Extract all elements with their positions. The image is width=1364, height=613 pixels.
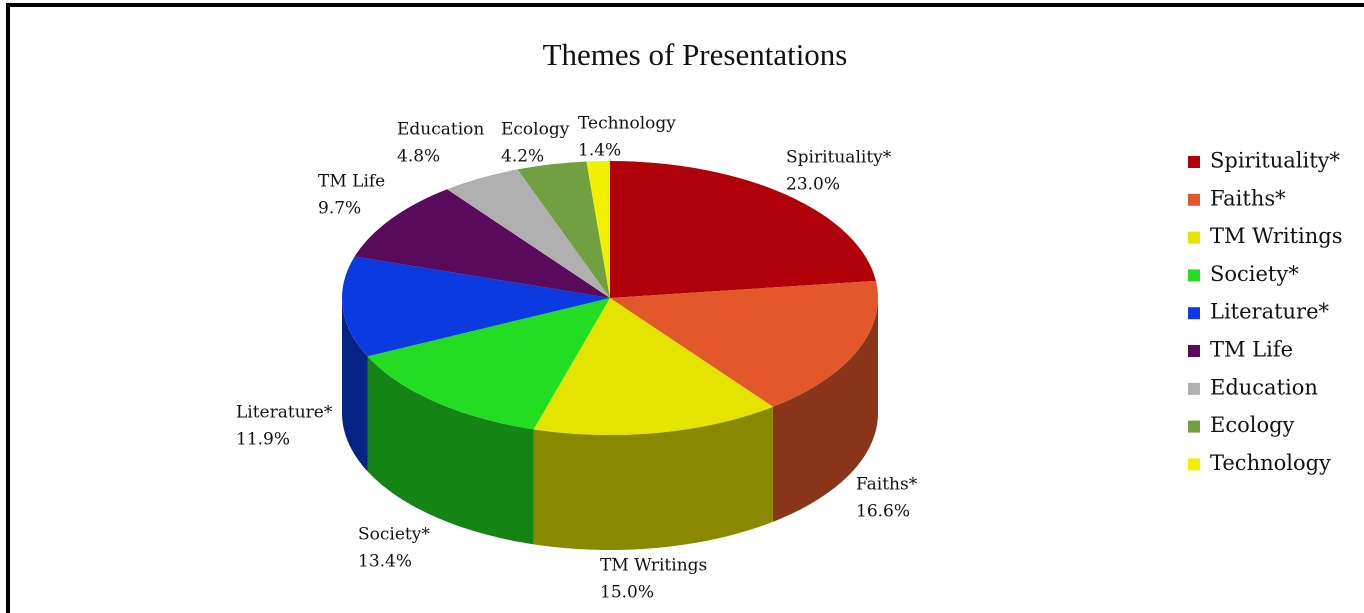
legend-label: Technology — [1210, 451, 1331, 475]
legend-label: Literature* — [1210, 300, 1330, 324]
slice-value-label: 13.4% — [358, 552, 412, 572]
slice-label: Society* — [358, 525, 430, 545]
frame — [6, 3, 1364, 613]
legend-swatch — [1188, 193, 1200, 206]
slice-label: TM Writings — [600, 556, 707, 576]
slice-label: Spirituality* — [786, 148, 892, 168]
slice — [447, 169, 610, 298]
slice-value-label: 1.4% — [578, 141, 621, 161]
slice — [367, 298, 610, 430]
slice — [533, 298, 773, 435]
slice-value-label: 4.2% — [501, 147, 544, 167]
legend-label: Spirituality* — [1210, 149, 1341, 173]
slice-value-label: 16.6% — [856, 502, 910, 522]
slice — [341, 256, 610, 357]
chart-title: Themes of Presentations — [543, 37, 848, 72]
legend-label: Education — [1210, 375, 1318, 399]
legend-label: Faiths* — [1210, 186, 1286, 210]
slice-value-label: 9.7% — [318, 199, 361, 219]
legend-swatch — [1188, 458, 1200, 471]
legend-swatch — [1188, 231, 1200, 244]
slice — [610, 161, 876, 298]
slice-value-label: 11.9% — [236, 430, 290, 450]
legend-label: TM Writings — [1210, 224, 1342, 248]
slice-value-label: 4.8% — [397, 147, 440, 167]
legend-swatch — [1188, 420, 1200, 433]
slice — [354, 189, 610, 298]
slice-side — [367, 356, 534, 545]
legend-label: Ecology — [1210, 413, 1295, 437]
legend-swatch — [1188, 382, 1200, 395]
slice-label: Faiths* — [856, 475, 918, 495]
slice — [610, 280, 878, 407]
legend-swatch — [1188, 307, 1200, 320]
slice-label: TM Life — [318, 172, 385, 192]
legend-swatch — [1188, 156, 1200, 168]
slice-side — [533, 406, 773, 550]
legend-swatch — [1188, 269, 1200, 282]
slice-value-label: 23.0% — [786, 175, 840, 195]
slice-label: Literature* — [236, 403, 333, 423]
slice-label: Ecology — [501, 120, 570, 140]
legend-label: TM Life — [1210, 338, 1293, 362]
legend-swatch — [1188, 345, 1200, 357]
slice-side — [772, 298, 878, 522]
slice-label: Education — [397, 120, 484, 140]
slice — [586, 161, 610, 298]
slice — [517, 161, 610, 298]
slice-side — [342, 298, 368, 472]
slice-value-label: 15.0% — [600, 583, 654, 603]
legend-label: Society* — [1210, 262, 1299, 286]
slice-label: Technology — [578, 114, 676, 134]
